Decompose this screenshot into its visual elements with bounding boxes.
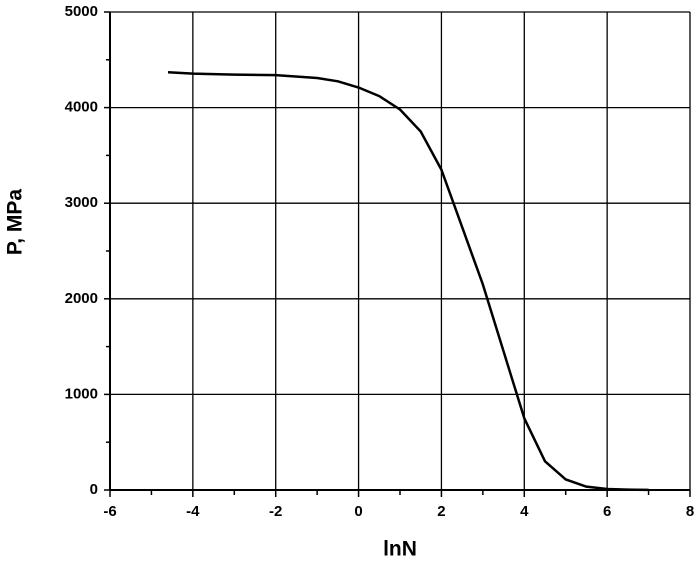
- x-tick-label: -2: [269, 503, 282, 520]
- y-axis-title: P, MPa: [4, 189, 27, 255]
- y-tick-label: 0: [90, 481, 98, 498]
- x-tick-label: 6: [603, 503, 611, 520]
- y-tick-label: 3000: [65, 194, 98, 211]
- x-axis-title: lnN: [383, 538, 417, 561]
- x-tick-label: -6: [103, 503, 116, 520]
- x-tick-label: 4: [520, 503, 529, 520]
- y-tick-label: 2000: [65, 290, 98, 307]
- x-tick-label: -4: [186, 503, 200, 520]
- y-tick-label: 4000: [65, 99, 98, 116]
- y-tick-label: 5000: [65, 3, 98, 20]
- x-tick-label: 8: [686, 503, 694, 520]
- x-tick-label: 2: [437, 503, 445, 520]
- line-series: [167, 70, 649, 492]
- y-tick-label: 1000: [65, 385, 98, 402]
- x-tick-label: 0: [354, 503, 362, 520]
